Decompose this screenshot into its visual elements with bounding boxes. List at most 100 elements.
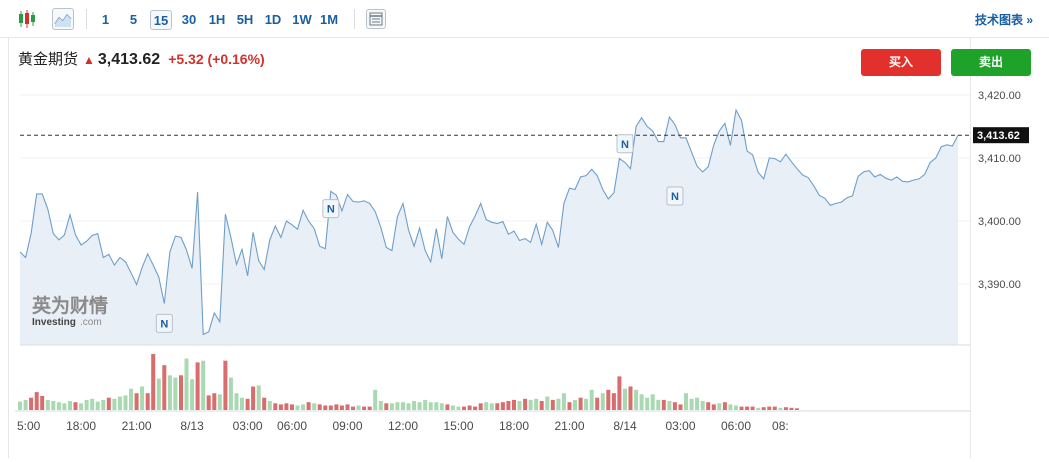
volume-bar <box>290 404 294 410</box>
x-tick-label: 03:00 <box>233 419 263 433</box>
volume-bar <box>18 401 22 410</box>
y-tick-label: 3,390.00 <box>978 279 1021 291</box>
volume-bar <box>778 407 783 410</box>
volume-bar <box>478 403 483 410</box>
area-chart-icon[interactable] <box>52 8 74 30</box>
watermark-investing: Investing <box>32 317 76 328</box>
volume-bar <box>129 388 133 410</box>
volume-bar <box>40 396 45 410</box>
volume-bar <box>617 376 622 410</box>
volume-bar <box>550 399 555 410</box>
price-line <box>19 108 959 336</box>
volume-bar <box>245 398 250 410</box>
quote-header: 黄金期货 ▲ 3,413.62 +5.32 (+0.16%) <box>18 48 265 69</box>
volume-bar <box>284 403 289 410</box>
volume-bar <box>145 393 150 410</box>
volume-bar <box>528 399 533 410</box>
volume-bar <box>395 402 400 410</box>
volume-bar <box>706 402 711 410</box>
volume-bar <box>262 397 267 410</box>
technical-chart-link[interactable]: 技术图表 » <box>974 13 1033 27</box>
x-tick-label: 21:00 <box>554 419 584 433</box>
volume-bar <box>334 404 339 410</box>
volume-bar <box>106 397 111 410</box>
volume-bar <box>695 397 700 410</box>
x-tick-label: 09:00 <box>332 419 362 433</box>
volume-bar <box>750 406 755 410</box>
volume-bar <box>212 393 217 410</box>
timeframe-5h[interactable]: 5H <box>236 12 254 27</box>
volume-bar <box>667 401 672 410</box>
volume-bar <box>589 389 594 410</box>
timeframe-1[interactable]: 1 <box>101 12 110 27</box>
volume-bar <box>373 389 378 410</box>
instrument-name: 黄金期货 <box>18 51 79 68</box>
timeframe-5[interactable]: 5 <box>129 12 138 27</box>
timeframe-1m[interactable]: 1M <box>319 12 339 27</box>
volume-bar <box>323 405 328 410</box>
volume-bar <box>745 406 750 410</box>
volume-bar <box>767 406 772 410</box>
timeframe-1d[interactable]: 1D <box>264 12 282 27</box>
timeframe-1h[interactable]: 1H <box>208 12 226 27</box>
volume-bar <box>45 399 50 410</box>
news-marker <box>322 199 340 219</box>
volume-bar <box>417 402 422 410</box>
volume-bar <box>506 401 511 410</box>
news-marker-label: N <box>621 139 629 151</box>
volume-bar <box>317 404 322 410</box>
volume-bar <box>561 393 566 410</box>
volume-bar <box>639 394 644 410</box>
volume-bar <box>62 403 67 410</box>
volume-bar <box>384 403 389 410</box>
chart-frame-right <box>970 38 971 458</box>
volume-bar <box>573 399 577 410</box>
volume-bar <box>95 401 100 410</box>
volume-bar <box>162 365 167 410</box>
chart-toolbar: 1 5 15 30 1H 5H 1D 1W 1M 技术图表 » <box>0 0 1049 38</box>
volume-bar <box>389 403 394 410</box>
volume-bar <box>595 397 600 410</box>
volume-bar <box>351 406 355 410</box>
volume-bar <box>79 403 84 410</box>
last-price-tag <box>973 127 1029 144</box>
volume-bar <box>195 362 200 410</box>
volume-bar <box>567 402 572 410</box>
volume-bar <box>656 399 661 410</box>
volume-bar <box>167 375 172 410</box>
timeframe-1w[interactable]: 1W <box>292 12 312 27</box>
volume-bar <box>711 404 716 410</box>
up-arrow-icon: ▲ <box>83 53 95 67</box>
volume-bar <box>295 405 300 410</box>
timeframe-15[interactable]: 15 <box>150 10 172 30</box>
volume-bar <box>151 354 156 410</box>
volume-bar <box>545 396 550 410</box>
news-marker <box>155 313 173 333</box>
x-tick-label: 5:00 <box>17 419 41 433</box>
volume-bar <box>156 378 161 410</box>
data-table-icon[interactable] <box>366 9 386 29</box>
x-tick-label: 08: <box>772 419 789 433</box>
volume-bar <box>534 398 539 410</box>
volume-bar <box>678 404 683 410</box>
volume-bar <box>84 399 89 410</box>
candlestick-chart-icon[interactable] <box>16 8 38 30</box>
volume-bar <box>783 407 788 410</box>
volume-bar <box>661 399 666 410</box>
volume-bar <box>473 406 478 410</box>
volume-bar <box>173 377 178 410</box>
news-marker <box>616 134 634 154</box>
volume-bar <box>140 386 145 410</box>
volume-bar <box>689 398 694 410</box>
buy-button[interactable]: 买入 <box>861 49 941 76</box>
volume-bar <box>450 405 455 410</box>
x-tick-label: 06:00 <box>277 419 307 433</box>
volume-bar <box>401 402 405 410</box>
sell-button[interactable]: 卖出 <box>951 49 1031 76</box>
volume-bar <box>179 375 183 410</box>
y-tick-label: 3,400.00 <box>978 216 1021 228</box>
timeframe-30[interactable]: 30 <box>181 12 197 27</box>
volume-bar <box>240 397 244 410</box>
volume-bar <box>56 402 61 410</box>
